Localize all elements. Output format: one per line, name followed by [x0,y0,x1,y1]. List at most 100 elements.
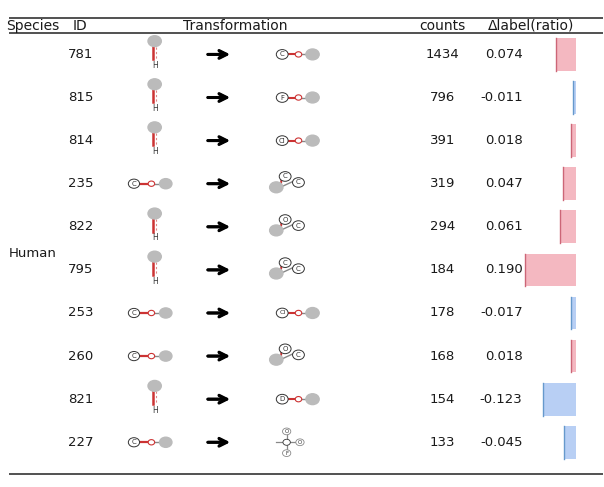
Circle shape [148,354,155,359]
Circle shape [159,437,172,448]
Text: 0.018: 0.018 [485,350,522,363]
Bar [571,340,576,373]
Text: 781: 781 [68,48,93,61]
Circle shape [128,179,140,188]
Circle shape [306,135,319,146]
Circle shape [296,439,304,446]
Circle shape [306,92,319,103]
Circle shape [159,351,172,361]
Text: O: O [283,346,288,352]
Text: 1434: 1434 [426,48,459,61]
Text: 154: 154 [429,393,455,406]
Circle shape [148,380,161,392]
Text: H: H [152,147,158,156]
Text: ID: ID [73,19,88,33]
Text: -0.017: -0.017 [480,306,522,319]
Circle shape [306,308,319,318]
Circle shape [292,264,304,274]
Circle shape [279,258,291,267]
Text: C: C [132,439,137,445]
Text: O: O [283,217,288,223]
Text: 0.074: 0.074 [485,48,522,61]
Circle shape [159,308,172,318]
Circle shape [128,308,140,318]
Text: H: H [152,277,158,285]
Circle shape [269,268,283,279]
Text: C: C [132,353,137,359]
Text: H: H [152,104,158,113]
Text: O: O [298,440,302,445]
Text: Cl: Cl [279,138,286,144]
Circle shape [148,36,161,47]
Text: C: C [132,181,137,187]
Text: -0.045: -0.045 [480,436,522,449]
Text: F: F [285,450,288,456]
Circle shape [306,49,319,60]
Bar [556,38,576,71]
Text: D: D [280,396,285,402]
Text: 319: 319 [429,177,455,190]
Text: 178: 178 [429,306,455,319]
Circle shape [128,438,140,447]
Text: 821: 821 [68,393,93,406]
Text: 227: 227 [68,436,93,449]
Circle shape [283,450,291,456]
Text: 0.061: 0.061 [485,220,522,233]
Text: 168: 168 [430,350,455,363]
Bar [564,426,576,459]
Bar [543,383,576,415]
Text: Human: Human [9,247,57,260]
Circle shape [295,52,302,57]
Text: Species: Species [7,19,60,33]
Text: 815: 815 [68,91,93,104]
Text: H: H [152,233,158,243]
Circle shape [148,122,161,133]
Text: 796: 796 [430,91,455,104]
Text: Δlabel(ratio): Δlabel(ratio) [488,19,574,33]
Circle shape [276,50,288,59]
Circle shape [292,221,304,230]
Text: 235: 235 [68,177,93,190]
Text: 184: 184 [430,263,455,277]
Text: F: F [280,94,284,100]
Text: Transformation: Transformation [182,19,287,33]
Circle shape [148,310,155,316]
Circle shape [279,171,291,181]
Text: C: C [283,260,288,265]
Text: 0.190: 0.190 [485,263,522,277]
Bar [571,124,576,157]
Circle shape [295,138,302,143]
Text: C: C [296,180,301,186]
Circle shape [295,95,302,100]
Text: 0.018: 0.018 [485,134,522,147]
Text: 133: 133 [429,436,455,449]
Text: Cl: Cl [279,311,285,316]
Bar [573,81,576,114]
Text: 253: 253 [68,306,93,319]
Circle shape [279,215,291,225]
Circle shape [148,181,155,187]
Circle shape [306,394,319,405]
Text: O: O [284,429,289,434]
Circle shape [128,352,140,361]
Circle shape [276,136,288,146]
Bar [560,210,576,243]
Text: 0.047: 0.047 [485,177,522,190]
Text: counts: counts [419,19,466,33]
Circle shape [148,251,161,262]
Text: H: H [152,406,158,415]
Text: -0.123: -0.123 [480,393,522,406]
Circle shape [148,79,161,90]
Circle shape [276,93,288,102]
Text: C: C [296,266,301,272]
Circle shape [295,310,302,316]
Text: C: C [280,52,284,57]
Bar [525,254,576,286]
Circle shape [269,225,283,236]
Text: C: C [296,223,301,228]
Circle shape [292,178,304,187]
Text: 260: 260 [68,350,93,363]
Circle shape [283,428,291,435]
Text: -0.011: -0.011 [480,91,522,104]
Circle shape [295,396,302,402]
